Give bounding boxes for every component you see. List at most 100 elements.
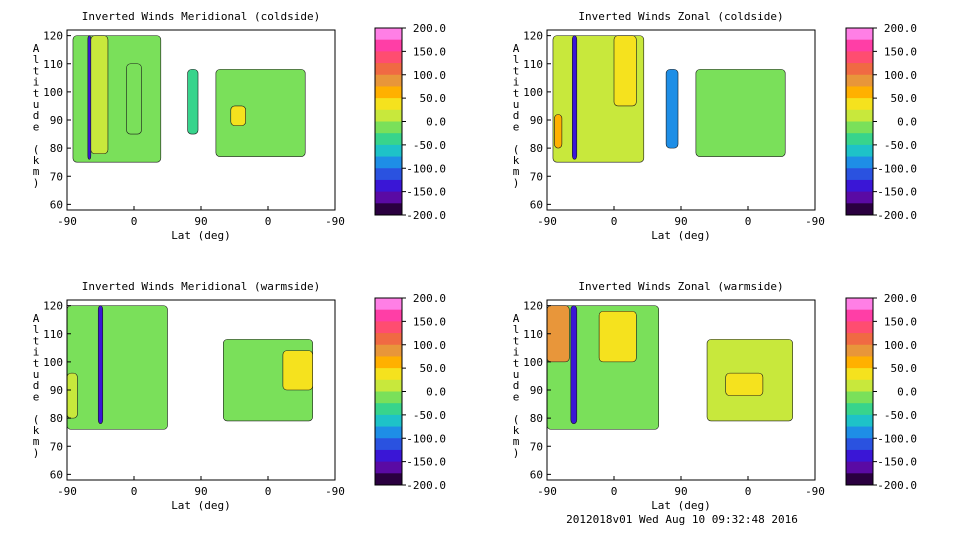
x-axis-label: Lat (deg) — [651, 229, 711, 242]
contour-region — [695, 69, 786, 157]
colorbar-swatch — [375, 379, 402, 392]
colorbar-tick-label: 0.0 — [426, 116, 446, 129]
colorbar-swatch — [375, 51, 402, 64]
y-tick-label: 60 — [50, 198, 63, 211]
colorbar-swatch — [375, 403, 402, 416]
colorbar-swatch — [375, 144, 402, 158]
y-tick-label: 120 — [523, 300, 543, 313]
colorbar-swatch — [846, 98, 873, 111]
contour-region — [215, 69, 306, 157]
colorbar-swatch — [846, 51, 873, 64]
colorbar-swatch — [375, 86, 402, 99]
x-tick-label: -90 — [57, 485, 77, 498]
colorbar-swatch — [846, 461, 873, 474]
colorbar-swatch — [846, 191, 873, 204]
x-tick-label: -90 — [805, 215, 825, 228]
chart-panel-3: Inverted Winds Meridional (warmside) 60 70… — [33, 280, 446, 512]
colorbar-tick-label: -100.0 — [406, 162, 446, 175]
colorbar-swatch — [375, 63, 402, 76]
colorbar-swatch — [846, 379, 873, 392]
colorbar-swatch — [846, 368, 873, 381]
colorbar-swatch — [375, 426, 402, 439]
x-axis-label: Lat (deg) — [171, 229, 231, 242]
colorbar-tick-label: -150.0 — [877, 456, 917, 469]
colorbar-tick-label: 100.0 — [413, 339, 446, 352]
y-tick-label: 110 — [523, 328, 543, 341]
colorbar-tick-label: 50.0 — [891, 92, 918, 105]
colorbar-tick-label: -200.0 — [406, 209, 446, 222]
colorbar: 200.0 150.0 100.0 50.0 0.0 -50.0 -100.0 -150.0 -… — [374, 292, 447, 492]
x-tick-label: 0 — [611, 485, 618, 498]
colorbar-swatch — [846, 109, 873, 122]
colorbar-swatch — [375, 156, 402, 169]
contour-region — [90, 35, 109, 155]
colorbar-swatch — [846, 144, 873, 158]
y-tick-label: 90 — [50, 384, 63, 397]
colorbar-tick-label: 100.0 — [884, 69, 917, 82]
colorbar-tick-label: 100.0 — [413, 69, 446, 82]
colorbar-tick-label: 50.0 — [420, 92, 447, 105]
chart-title: Inverted Winds Meridional (warmside) — [82, 280, 320, 293]
colorbar-swatch — [846, 309, 873, 322]
x-tick-label: -90 — [537, 215, 557, 228]
x-axis-label: Lat (deg) — [651, 499, 711, 512]
colorbar-swatch — [375, 179, 402, 193]
colorbar-swatch — [846, 403, 873, 416]
colorbar-tick-label: -100.0 — [406, 432, 446, 445]
y-tick-label: 60 — [530, 468, 543, 481]
colorbar-swatch — [846, 438, 873, 451]
colorbar-swatch — [375, 333, 402, 346]
y-tick-label: 120 — [43, 300, 63, 313]
colorbar-tick-label: 150.0 — [884, 45, 917, 58]
y-tick-label: 100 — [43, 356, 63, 369]
x-tick-label: 90 — [674, 215, 687, 228]
colorbar-swatch — [846, 168, 873, 181]
colorbar-swatch — [846, 86, 873, 99]
chart-title: Inverted Winds Zonal (warmside) — [578, 280, 783, 293]
x-tick-label: 0 — [131, 215, 138, 228]
chart-title: Inverted Winds Meridional (coldside) — [82, 10, 320, 23]
colorbar: 200.0 150.0 100.0 50.0 0.0 -50.0 -100.0 -150.0 -… — [845, 292, 917, 492]
colorbar-swatch — [846, 333, 873, 346]
colorbar-tick-label: -50.0 — [413, 409, 446, 422]
colorbar-tick-label: 100.0 — [884, 339, 917, 352]
colorbar-tick-label: 0.0 — [426, 386, 446, 399]
colorbar-swatch — [375, 356, 402, 369]
colorbar-swatch — [375, 461, 402, 474]
colorbar-swatch — [846, 39, 873, 52]
y-tick-label: 90 — [530, 114, 543, 127]
contour-region — [66, 372, 78, 419]
colorbar: 200.0 150.0 100.0 50.0 0.0 -50.0 -100.0 -150.0 -… — [845, 22, 918, 222]
contour-region — [187, 69, 199, 135]
y-tick-label: 80 — [50, 412, 63, 425]
x-tick-label: -90 — [57, 215, 77, 228]
colorbar-tick-label: 200.0 — [884, 22, 917, 35]
x-tick-label: 0 — [745, 215, 752, 228]
colorbar-tick-label: -150.0 — [406, 186, 446, 199]
colorbar-swatch — [375, 191, 402, 204]
colorbar-swatch — [846, 344, 873, 357]
colorbar-swatch — [375, 133, 402, 146]
y-tick-label: 110 — [43, 328, 63, 341]
contour-region — [72, 35, 162, 163]
contour-region — [87, 35, 92, 160]
colorbar-swatch — [375, 28, 402, 41]
y-tick-label: 80 — [530, 142, 543, 155]
colorbar-swatch — [375, 309, 402, 322]
colorbar-swatch — [375, 109, 402, 122]
colorbar-tick-label: 50.0 — [420, 362, 447, 375]
y-tick-label: 60 — [50, 468, 63, 481]
colorbar-tick-label: -100.0 — [877, 162, 917, 175]
colorbar-swatch — [375, 344, 402, 357]
colorbar-swatch — [846, 356, 873, 369]
colorbar-swatch — [846, 391, 873, 404]
colorbar-tick-label: 150.0 — [884, 315, 917, 328]
y-tick-label: 90 — [50, 114, 63, 127]
contour-region — [126, 63, 142, 135]
colorbar-swatch — [375, 74, 402, 87]
y-tick-label: 100 — [523, 356, 543, 369]
colorbar-swatch — [846, 28, 873, 41]
contour-region — [66, 305, 168, 430]
